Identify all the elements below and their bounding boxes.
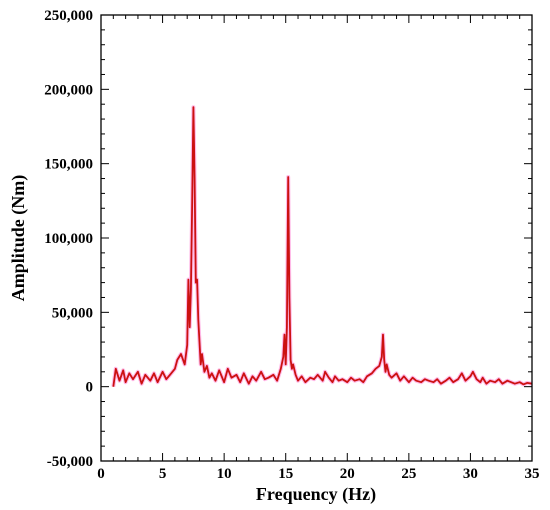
y-tick-label: -50,000 [47, 454, 93, 470]
x-tick-label: 30 [463, 466, 478, 482]
y-tick-label: 200,000 [44, 82, 93, 98]
x-axis-title: Frequency (Hz) [256, 484, 376, 505]
y-tick-label: 100,000 [44, 231, 93, 247]
x-tick-label: 25 [401, 466, 416, 482]
y-tick-label: 0 [86, 380, 94, 396]
x-tick-label: 35 [525, 466, 540, 482]
y-tick-label: 150,000 [44, 157, 93, 173]
x-tick-label: 0 [97, 466, 105, 482]
y-tick-label: 250,000 [44, 8, 93, 24]
series-0-line [112, 106, 533, 387]
x-tick-label: 10 [217, 466, 232, 482]
x-tick-label: 5 [159, 466, 167, 482]
y-axis-title: Amplitude (Nm) [8, 175, 29, 302]
x-tick-label: 20 [340, 466, 355, 482]
x-tick-label: 15 [278, 466, 293, 482]
y-tick-label: 50,000 [52, 305, 93, 321]
